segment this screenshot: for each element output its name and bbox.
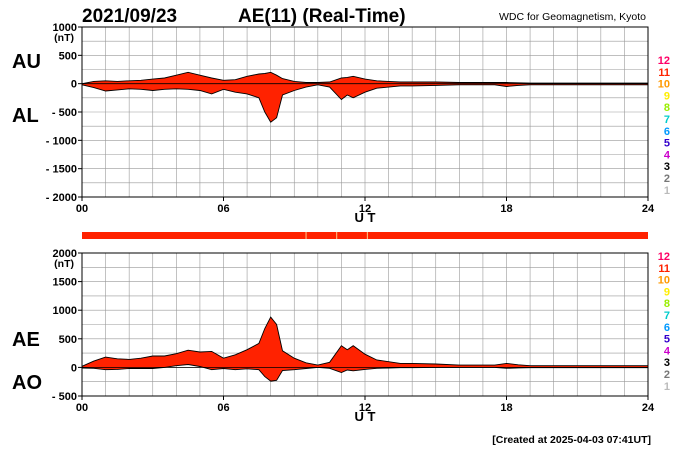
series-line-au: [81, 71, 648, 85]
level-label: 2: [664, 369, 670, 381]
x-axis-label: U T: [355, 210, 376, 225]
created-timestamp: [Created at 2025-04-03 07:41UT]: [492, 434, 651, 446]
y-tick-label: - 2000: [46, 192, 77, 204]
x-tick-label: 06: [217, 203, 229, 215]
series-label-ae: AE: [12, 329, 40, 351]
level-label: 8: [664, 298, 670, 310]
x-tick-label: 24: [642, 402, 655, 414]
x-tick-label: 12: [359, 203, 371, 215]
level-label: 5: [664, 334, 670, 346]
level-label: 3: [664, 357, 670, 369]
series-line-ae: [81, 316, 648, 367]
y-tick-label: - 500: [52, 107, 77, 119]
y-tick-label: 500: [59, 50, 77, 62]
y-tick-label: 1000: [53, 305, 77, 317]
y-tick-label: 2000: [53, 248, 77, 260]
y-tick-label: 1000: [53, 22, 77, 34]
x-tick-label: 00: [76, 203, 88, 215]
source-label: WDC for Geomagnetism, Kyoto: [499, 11, 646, 23]
level-label: 9: [664, 90, 670, 102]
y-tick-label: 500: [59, 334, 77, 346]
x-tick-label: 18: [500, 402, 512, 414]
level-label: 4: [664, 345, 671, 357]
x-tick-label: 06: [217, 402, 229, 414]
level-label: 10: [658, 79, 670, 91]
panel-top: 1000 500 0 - 500 - 1000 - 1500 - 2000 (nT) 00 06 1…: [12, 22, 655, 225]
y-tick-label: - 500: [52, 391, 77, 403]
series-label-al: AL: [12, 105, 39, 127]
area-fill-au-al: [82, 72, 648, 123]
level-label: 11: [658, 67, 670, 79]
level-label: 2: [664, 173, 670, 185]
y-tick-label: 1500: [53, 277, 77, 289]
level-label: 12: [658, 251, 670, 263]
chart-title: AE(11) (Real-Time): [238, 6, 406, 27]
x-tick-label: 18: [500, 203, 512, 215]
level-label: 5: [664, 138, 670, 150]
y-tick-label: - 1000: [46, 135, 77, 147]
series-label-au: AU: [12, 51, 41, 73]
y-tick-label: 0: [71, 79, 77, 91]
series-label-ao: AO: [12, 372, 42, 394]
y-axis-label: (nT): [54, 32, 74, 44]
x-tick-label: 12: [359, 402, 371, 414]
date-title: 2021/09/23: [82, 6, 177, 27]
level-label: 10: [658, 275, 670, 287]
status-bar: [82, 232, 648, 239]
level-label: 3: [664, 161, 670, 173]
level-label: 6: [664, 322, 670, 334]
level-label: 6: [664, 126, 670, 138]
level-label: 8: [664, 102, 670, 114]
x-axis-label: U T: [355, 409, 376, 424]
y-axis-label: (nT): [54, 258, 74, 270]
level-label: 12: [658, 55, 670, 67]
level-label: 7: [664, 114, 670, 126]
y-tick-label: - 1500: [46, 164, 77, 176]
level-label: 4: [664, 149, 671, 161]
level-label: 1: [664, 381, 670, 393]
level-label: 1: [664, 185, 670, 197]
panel-bottom: 2000 1500 1000 500 0 - 500 (nT) 00 06 12 18 24 U T AE…: [12, 248, 655, 424]
area-fill-ae-ao: [82, 317, 648, 382]
y-tick-label: 0: [71, 362, 77, 374]
level-label: 7: [664, 310, 670, 322]
level-label: 11: [658, 263, 670, 275]
level-label: 9: [664, 286, 670, 298]
series-line-al: [81, 84, 648, 123]
x-tick-label: 00: [76, 402, 88, 414]
x-tick-label: 24: [642, 203, 655, 215]
